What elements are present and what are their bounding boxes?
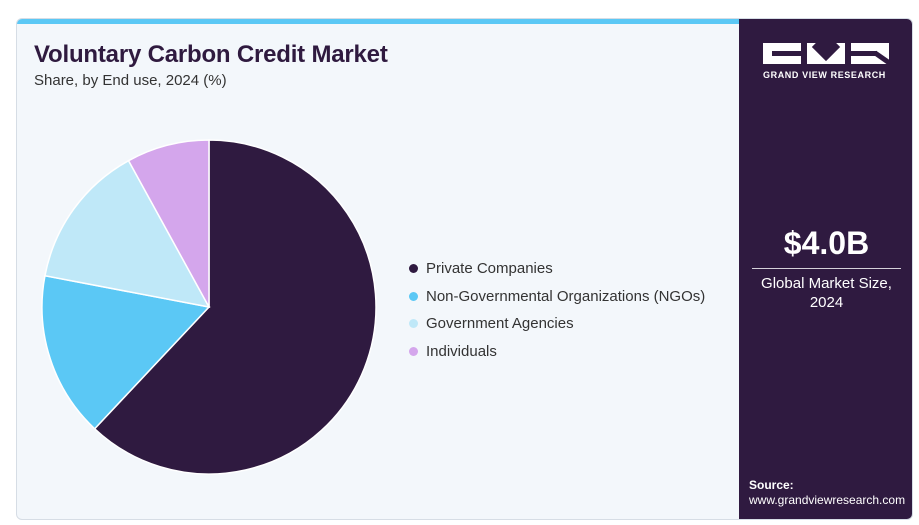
pie-chart [41, 139, 377, 475]
logo-block-g [763, 43, 801, 64]
value-divider [752, 268, 901, 269]
legend-swatch [409, 264, 418, 274]
market-size-label-line2: 2024 [809, 294, 844, 311]
market-size-label-line1: Global Market Size, [761, 275, 892, 292]
pie-slice-government-agencies [44, 159, 211, 309]
chart-subtitle: Share, by End use, 2024 (%) [34, 72, 227, 89]
legend-swatch [409, 319, 418, 329]
legend-item: Individuals [409, 338, 705, 366]
logo-block-r [851, 43, 889, 64]
source-link[interactable]: www.grandviewresearch.com [749, 493, 906, 507]
legend-label: Non-Governmental Organizations (NGOs) [426, 287, 706, 305]
logo-mark [763, 43, 891, 64]
pie-slice-non-governmental-organizations-ngos [41, 274, 211, 430]
legend-swatch [409, 291, 418, 301]
market-size-value: $4.0B [783, 225, 870, 261]
legend-item: Government Agencies [409, 310, 705, 338]
chart-title: Voluntary Carbon Credit Market [34, 41, 388, 68]
logo-text: GRAND VIEW RESEARCH [763, 70, 886, 80]
chart-legend: Private Companies Non-Governmental Organi… [409, 255, 705, 365]
legend-item: Non-Governmental Organizations (NGOs) [409, 283, 705, 311]
legend-swatch [409, 346, 418, 356]
legend-item: Private Companies [409, 255, 705, 283]
legend-label: Government Agencies [426, 315, 574, 333]
chart-card: Voluntary Carbon Credit Market Share, by… [16, 18, 913, 520]
legend-label: Individuals [426, 342, 497, 360]
pie-slice-private-companies [93, 139, 377, 475]
market-size-label: Global Market Size, 2024 [739, 274, 912, 312]
grand-view-research-logo: GRAND VIEW RESEARCH [763, 43, 891, 80]
legend-label: Private Companies [426, 260, 553, 278]
pie-slice-individuals [127, 139, 210, 308]
logo-block-v [807, 43, 845, 64]
source-title: Source: [749, 478, 794, 492]
accent-bar [17, 19, 739, 24]
side-panel: GRAND VIEW RESEARCH $4.0B Global Market … [739, 19, 912, 519]
